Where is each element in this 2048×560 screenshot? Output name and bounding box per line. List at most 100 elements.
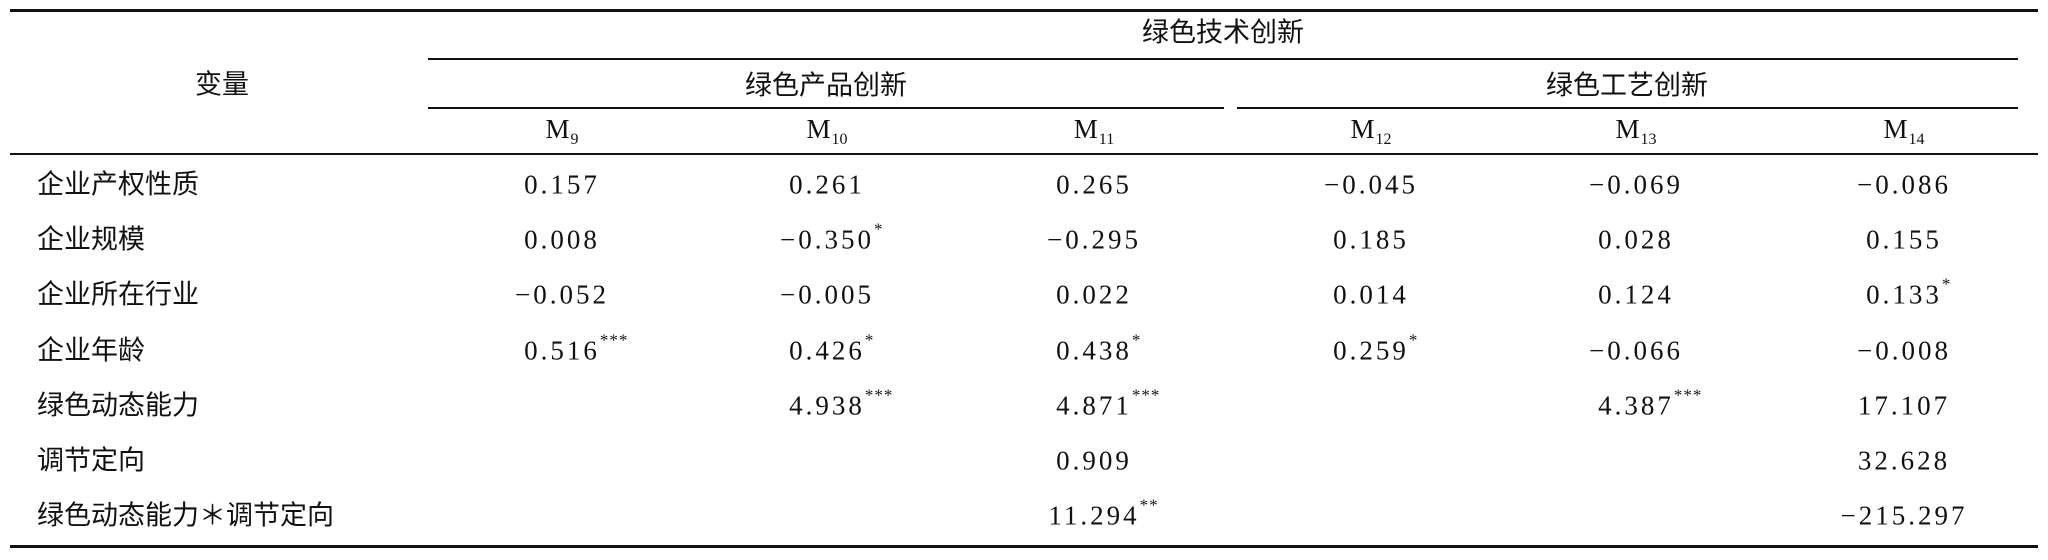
model-header: M11 [1074, 116, 1114, 148]
cell: 0.438 * [1056, 332, 1140, 366]
significance-stars: *** [1673, 385, 1703, 405]
model-letter: M [1615, 114, 1640, 144]
cell: 0.265 [1056, 169, 1132, 200]
model-letter: M [1350, 114, 1375, 144]
cell: −0.350 * [780, 221, 883, 255]
row-label: 企业规模 [37, 224, 145, 255]
model-subscript: 11 [1098, 131, 1115, 148]
cell: 0.155 [1866, 224, 1942, 255]
cell: 0.259 * [1333, 332, 1417, 366]
cell: −215.297 [1840, 500, 1968, 531]
group-header: 绿色技术创新 [1142, 17, 1304, 48]
cell-value: −215.297 [1840, 500, 1968, 531]
cell: 0.426 * [789, 332, 873, 366]
row-label: 绿色动态能力＊调节定向 [37, 500, 334, 531]
cell-value: 0.028 [1598, 224, 1674, 255]
cell-value: 0.516 [524, 335, 600, 366]
cell-value: 0.426 [789, 335, 865, 366]
cell-value: 17.107 [1857, 390, 1951, 421]
cell-value: 0.133 [1866, 279, 1942, 310]
cell: 4.387 *** [1598, 387, 1701, 421]
model-subscript: 9 [570, 131, 579, 148]
significance-stars: ** [1139, 495, 1159, 515]
cell-value: 0.157 [524, 169, 600, 200]
model-header: M12 [1350, 116, 1391, 148]
cell: 0.157 [524, 169, 600, 200]
model-header: M13 [1615, 116, 1656, 148]
model-header: M14 [1883, 116, 1924, 148]
bottom-rule [10, 545, 2038, 548]
cell: −0.295 [1047, 224, 1141, 255]
model-subscript: 13 [1640, 131, 1657, 148]
cell-value: 0.261 [789, 169, 865, 200]
cell-value: 0.438 [1056, 335, 1132, 366]
cell-value: 4.938 [789, 390, 865, 421]
cell-value: −0.005 [780, 279, 874, 310]
cell-value: 0.014 [1333, 279, 1409, 310]
significance-stars: *** [599, 330, 629, 350]
cell-value: 0.185 [1333, 224, 1409, 255]
model-header: M9 [545, 116, 578, 148]
row-label: 企业年龄 [37, 335, 145, 366]
cell-value: 11.294 [1048, 500, 1140, 531]
cell-value: 4.871 [1056, 390, 1132, 421]
cell: 0.124 [1598, 279, 1674, 310]
cell-value: −0.069 [1589, 169, 1683, 200]
cell: 11.294 ** [1048, 497, 1157, 531]
model-subscript: 12 [1375, 131, 1392, 148]
cell-value: 0.909 [1056, 445, 1132, 476]
cell: 0.014 [1333, 279, 1409, 310]
subgroup-rule [1237, 107, 2018, 109]
cell-value: −0.066 [1589, 335, 1683, 366]
cell: 32.628 [1858, 447, 1950, 475]
group-rule [428, 58, 2018, 60]
cell: −0.086 [1857, 169, 1951, 200]
subgroup-rule [428, 107, 1224, 109]
cell-value: 0.265 [1056, 169, 1132, 200]
cell-value: 0.022 [1056, 279, 1132, 310]
model-header: M10 [806, 116, 847, 148]
cell: −0.069 [1589, 169, 1683, 200]
cell-value: 0.155 [1866, 224, 1942, 255]
cell: −0.052 [515, 279, 609, 310]
cell-value: −0.295 [1047, 224, 1141, 255]
cell: 4.871 *** [1056, 387, 1159, 421]
cell-value: 0.124 [1598, 279, 1674, 310]
model-subscript: 10 [831, 131, 848, 148]
model-subscript: 14 [1908, 131, 1925, 148]
model-letter: M [1883, 114, 1908, 144]
cell: 0.185 [1333, 224, 1409, 255]
model-letter: M [545, 114, 570, 144]
header-rule [10, 153, 2038, 155]
significance-stars: *** [1131, 385, 1161, 405]
cell: 0.008 [524, 224, 600, 255]
row-label: 调节定向 [37, 445, 145, 476]
cell-value: −0.052 [515, 279, 609, 310]
cell-value: −0.350 [780, 224, 874, 255]
significance-stars: * [1941, 274, 1952, 294]
cell-value: 0.008 [524, 224, 600, 255]
top-rule [10, 9, 2038, 12]
cell: 0.261 [789, 169, 865, 200]
cell-value: −0.086 [1857, 169, 1951, 200]
cell: 17.107 [1857, 390, 1951, 421]
row-label: 绿色动态能力 [37, 390, 199, 421]
model-letter: M [806, 114, 831, 144]
cell: −0.066 [1589, 335, 1683, 366]
cell: −0.008 [1857, 337, 1951, 365]
cell: 0.909 [1056, 445, 1132, 476]
model-letter: M [1073, 114, 1098, 144]
cell: −0.005 [780, 279, 874, 310]
significance-stars: * [873, 219, 884, 239]
row-label: 企业所在行业 [37, 279, 199, 310]
cell: 0.133 * [1866, 276, 1950, 310]
cell: 4.938 *** [789, 387, 892, 421]
cell-value: −0.045 [1324, 169, 1418, 200]
cell: 0.022 [1056, 279, 1132, 310]
significance-stars: * [1408, 330, 1419, 350]
row-label: 企业产权性质 [37, 169, 199, 200]
cell: −0.045 [1324, 169, 1418, 200]
cell-value: 4.387 [1598, 390, 1674, 421]
cell-value: 0.259 [1333, 335, 1409, 366]
